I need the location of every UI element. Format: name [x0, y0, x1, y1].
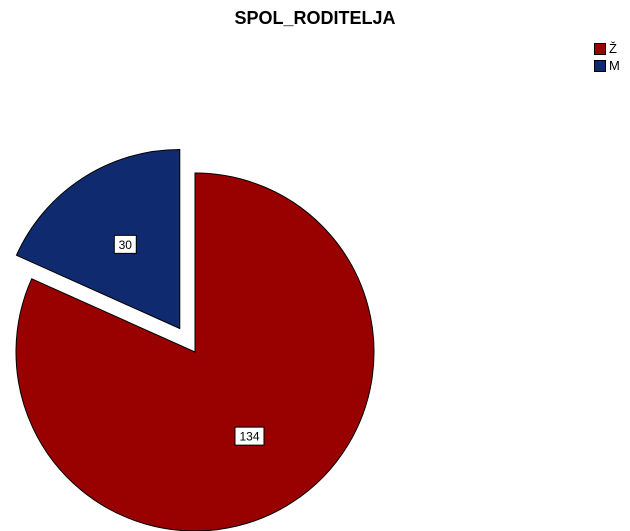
- legend-label-zensko: Ž: [609, 41, 617, 56]
- pie-slice-0: [15, 172, 375, 531]
- data-label-1: 30: [113, 234, 137, 254]
- svg-text:30: 30: [119, 238, 133, 252]
- pie-data-labels: 134 30: [113, 234, 265, 446]
- legend-item-zensko: Ž: [594, 40, 620, 57]
- legend-label-musko: M: [609, 58, 620, 73]
- chart-title: SPOL_RODITELJA: [234, 8, 396, 28]
- pie-slice-1: [15, 148, 181, 330]
- svg-text:134: 134: [239, 430, 259, 444]
- legend-swatch-zensko: [594, 42, 606, 55]
- legend: Ž M: [594, 40, 620, 74]
- legend-item-musko: M: [594, 57, 620, 74]
- pie-slices: [15, 148, 375, 531]
- legend-swatch-musko: [594, 59, 606, 72]
- data-label-0: 134: [234, 426, 265, 446]
